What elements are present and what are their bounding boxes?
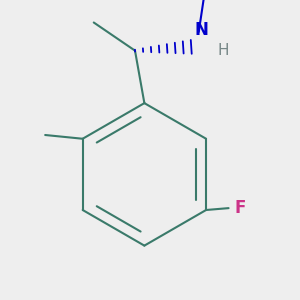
Text: F: F (234, 199, 246, 217)
Text: N: N (195, 21, 209, 39)
Text: H: H (218, 43, 229, 58)
